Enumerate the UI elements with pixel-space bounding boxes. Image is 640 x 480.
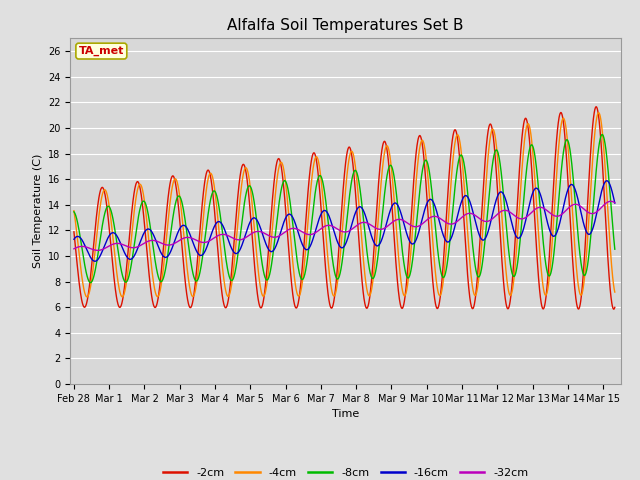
X-axis label: Time: Time (332, 409, 359, 419)
Y-axis label: Soil Temperature (C): Soil Temperature (C) (33, 154, 43, 268)
Legend: -2cm, -4cm, -8cm, -16cm, -32cm: -2cm, -4cm, -8cm, -16cm, -32cm (158, 463, 533, 480)
Title: Alfalfa Soil Temperatures Set B: Alfalfa Soil Temperatures Set B (227, 18, 464, 33)
Text: TA_met: TA_met (79, 46, 124, 56)
